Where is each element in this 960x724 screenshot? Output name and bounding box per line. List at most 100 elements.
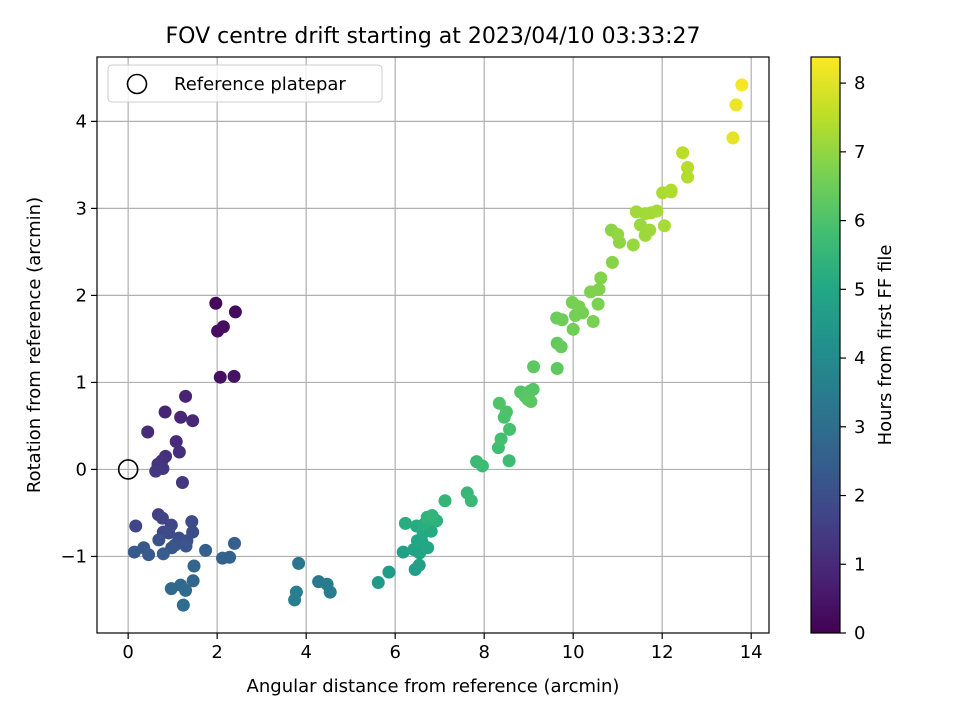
data-point [412,558,426,572]
colorbar-ticks: 0 1 2 3 4 5 6 7 8 [840,73,865,644]
x-tick-label: 14 [740,642,763,663]
reference-platepar-marker [117,459,139,480]
data-point [555,313,569,327]
colorbar-tick-label: 8 [854,73,865,94]
legend-marker-icon [126,73,148,95]
data-point [292,556,306,570]
colorbar [810,56,841,634]
colorbar-tick-label: 5 [854,279,865,300]
data-point [179,583,193,597]
data-point [152,533,166,547]
data-point [421,541,435,555]
chart-title: FOV centre drift starting at 2023/04/10 … [166,24,701,49]
plot-frame [96,56,770,634]
data-point [176,598,190,612]
colorbar-tick-label: 6 [854,211,865,232]
x-axis-ticks: 0 2 4 6 8 10 12 14 [122,633,763,663]
x-tick-label: 12 [651,642,674,663]
data-point [396,545,410,559]
data-point [127,545,141,559]
data-point [211,324,225,338]
data-point [179,389,193,403]
data-point [155,511,169,525]
legend-box [107,64,383,103]
data-point [650,204,664,218]
data-point [228,536,242,550]
data-point [643,223,657,237]
data-point [566,322,580,336]
colorbar-tick-label: 7 [854,142,865,163]
data-point [398,516,412,530]
data-point [199,543,213,557]
data-point [227,369,241,383]
grid-lines [97,57,769,633]
data-point [592,282,606,296]
data-point [179,539,193,553]
data-point [626,238,640,252]
data-point [213,370,227,384]
y-tick-label: 2 [76,285,87,306]
y-axis-label: Rotation from reference (arcmin) [24,197,45,493]
x-tick-label: 2 [211,642,222,663]
data-point [158,405,172,419]
data-point [174,410,188,424]
data-point [175,475,189,489]
data-point [681,161,695,175]
data-point [156,547,170,561]
legend: Reference platepar [107,64,383,103]
y-tick-label: 1 [76,372,87,393]
data-point [187,559,201,573]
data-point [676,146,690,160]
data-point [141,425,155,439]
y-tick-label: −1 [60,546,87,567]
colorbar-label: Hours from first FF file [875,245,896,446]
data-point [149,464,163,478]
data-point [288,593,302,607]
data-point [503,422,517,436]
data-point [681,170,695,184]
x-tick-label: 0 [122,642,133,663]
x-tick-label: 10 [562,642,585,663]
legend-entry-reference-platepar: Reference platepar [174,74,346,95]
data-point [550,361,564,375]
data-point [524,395,538,409]
data-point [657,219,671,233]
data-point [492,396,506,410]
data-point [142,548,156,562]
data-point [228,305,242,319]
y-tick-label: 3 [76,198,87,219]
data-point [186,574,200,588]
data-point [729,98,743,112]
data-point [382,565,396,579]
data-point [554,340,568,354]
data-point [371,576,385,590]
data-point [586,315,600,329]
data-point [464,494,478,508]
data-point [494,432,508,446]
data-point [565,295,579,309]
data-point [594,271,608,285]
colorbar-tick-label: 0 [854,623,865,644]
colorbar-tick-label: 2 [854,486,865,507]
data-point [726,131,740,145]
data-point [499,405,513,419]
data-point [223,550,237,564]
data-point [664,183,678,197]
colorbar-tick-label: 1 [854,554,865,575]
y-tick-label: 0 [76,459,87,480]
data-point [186,414,200,428]
data-point [164,582,178,596]
data-point [502,454,516,468]
data-point [323,585,337,599]
data-point [185,515,199,529]
data-point [527,360,541,374]
data-point [605,255,619,269]
data-point [129,519,143,533]
y-axis-ticks: −1 0 1 2 3 4 [60,111,97,567]
data-point [591,297,605,311]
colorbar-tick-label: 3 [854,417,865,438]
data-point [735,78,749,92]
colorbar-tick-label: 4 [854,348,865,369]
data-point [425,509,439,523]
